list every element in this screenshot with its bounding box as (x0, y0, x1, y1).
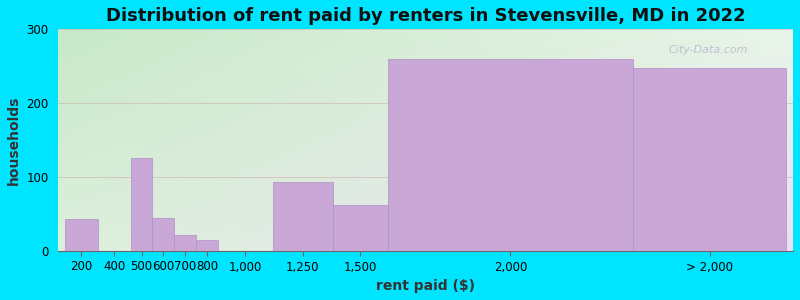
Bar (634, 68, 786, 251)
Bar (174, 235, 196, 251)
Title: Distribution of rent paid by renters in Stevensville, MD in 2022: Distribution of rent paid by renters in … (106, 7, 746, 25)
Text: City-Data.com: City-Data.com (668, 45, 748, 55)
Y-axis label: households: households (7, 95, 21, 185)
Bar (387, 59, 634, 251)
Bar (273, 182, 333, 251)
Bar (130, 158, 153, 251)
X-axis label: rent paid ($): rent paid ($) (376, 279, 475, 293)
Bar (65, 219, 98, 251)
Bar (196, 240, 218, 251)
Bar (153, 218, 174, 251)
Bar (333, 205, 387, 251)
